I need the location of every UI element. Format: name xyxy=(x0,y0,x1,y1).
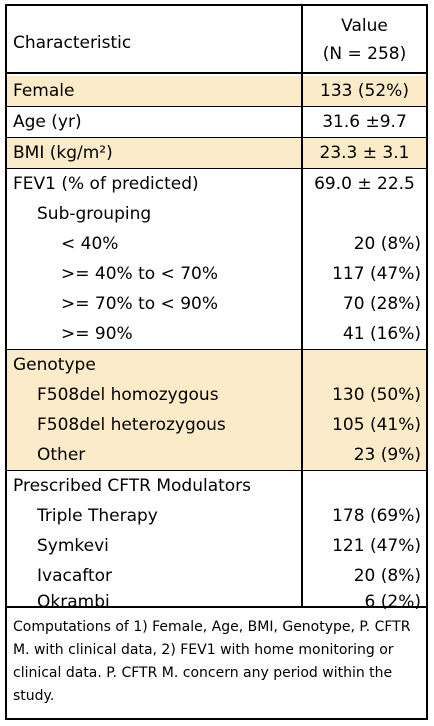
row-fev1: FEV1 (% of predicted) 69.0 ± 22.5 xyxy=(7,169,426,199)
column-divider xyxy=(301,6,303,606)
row-label: BMI (kg/m²) xyxy=(13,143,113,163)
row-label: F508del heterozygous xyxy=(37,415,226,435)
row-value: 117 (47%) xyxy=(332,264,421,284)
row-value: 121 (47%) xyxy=(332,536,421,556)
row-label: Symkevi xyxy=(37,536,109,556)
row-bmi: BMI (kg/m²) 23.3 ± 3.1 xyxy=(7,138,426,168)
row-okrambi: Okrambi 6 (2%) xyxy=(7,589,426,612)
row-value: 69.0 ± 22.5 xyxy=(314,174,415,194)
row-label: >= 90% xyxy=(61,324,133,344)
row-divider xyxy=(7,168,426,169)
row-homozygous: F508del homozygous 130 (50%) xyxy=(7,380,426,410)
row-label: Female xyxy=(13,81,75,101)
section-divider xyxy=(7,349,426,350)
header-n: (N = 258) xyxy=(322,44,407,64)
row-genotype: Genotype xyxy=(7,350,426,380)
row-divider xyxy=(7,106,426,107)
row-value: 41 (16%) xyxy=(342,324,421,344)
row-value: 133 (52%) xyxy=(320,81,409,101)
row-value: 70 (28%) xyxy=(342,294,421,314)
row-label: < 40% xyxy=(61,234,119,254)
row-label: Other xyxy=(37,445,86,465)
table-footnote: Computations of 1) Female, Age, BMI, Gen… xyxy=(7,606,426,718)
row-40-to-70: >= 40% to < 70% 117 (47%) xyxy=(7,259,426,289)
row-label: FEV1 (% of predicted) xyxy=(13,174,199,194)
row-modulators: Prescribed CFTR Modulators xyxy=(7,471,426,501)
characteristics-table: Characteristic Value (N = 258) Female 13… xyxy=(5,4,428,720)
row-label: F508del homozygous xyxy=(37,385,219,405)
row-value: 23.3 ± 3.1 xyxy=(319,143,410,163)
row-70-to-90: >= 70% to < 90% 70 (28%) xyxy=(7,289,426,319)
row-value: 105 (41%) xyxy=(332,415,421,435)
row-age: Age (yr) 31.6 ±9.7 xyxy=(7,107,426,137)
section-divider xyxy=(7,470,426,471)
footnote-text: Computations of 1) Female, Age, BMI, Gen… xyxy=(13,619,411,704)
row-label: Ivacaftor xyxy=(37,566,112,586)
row-divider xyxy=(7,137,426,138)
row-heterozygous: F508del heterozygous 105 (41%) xyxy=(7,410,426,440)
row-value: 20 (8%) xyxy=(353,234,421,254)
row-female: Female 133 (52%) xyxy=(7,76,426,106)
row-label: >= 70% to < 90% xyxy=(61,294,218,314)
row-label: Age (yr) xyxy=(13,112,82,132)
row-triple-therapy: Triple Therapy 178 (69%) xyxy=(7,501,426,531)
row-label: >= 40% to < 70% xyxy=(61,264,218,284)
table-header: Characteristic Value (N = 258) xyxy=(7,6,426,74)
header-characteristic: Characteristic xyxy=(13,33,132,53)
row-label: Sub-grouping xyxy=(37,204,152,224)
row-value: 23 (9%) xyxy=(353,445,421,465)
row-label: Triple Therapy xyxy=(37,506,158,526)
row-value: 130 (50%) xyxy=(332,385,421,405)
row-label: Prescribed CFTR Modulators xyxy=(13,476,252,496)
row-over-90: >= 90% 41 (16%) xyxy=(7,319,426,349)
row-under-40: < 40% 20 (8%) xyxy=(7,229,426,259)
row-subgrouping: Sub-grouping xyxy=(7,199,426,229)
header-value: Value xyxy=(341,16,388,36)
row-value: 178 (69%) xyxy=(332,506,421,526)
row-label: Genotype xyxy=(13,355,96,375)
row-ivacaftor: Ivacaftor 20 (8%) xyxy=(7,561,426,591)
row-symkevi: Symkevi 121 (47%) xyxy=(7,531,426,561)
row-value: 31.6 ±9.7 xyxy=(322,112,407,132)
row-value: 20 (8%) xyxy=(353,566,421,586)
row-other: Other 23 (9%) xyxy=(7,440,426,470)
